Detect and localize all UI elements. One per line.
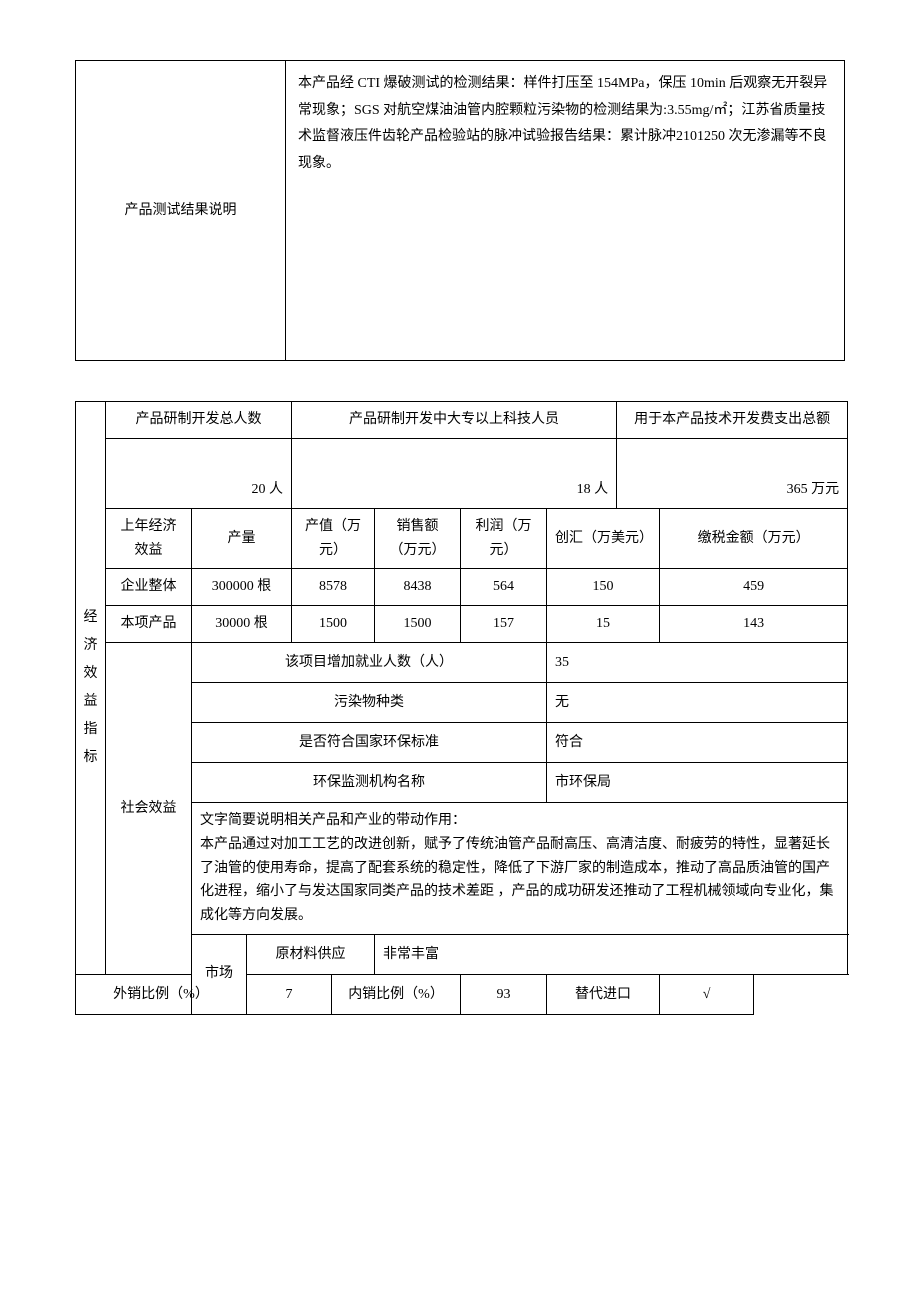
ra-c7: 459 xyxy=(660,569,848,606)
emp-val: 35 xyxy=(547,642,848,682)
eh-c2: 产量 xyxy=(192,508,292,569)
mat-label: 原材料供应 xyxy=(247,934,375,974)
org-label: 环保监测机构名称 xyxy=(192,762,547,802)
mat-val: 非常丰富 xyxy=(375,934,848,974)
econ-vlabel-text: 经济效益指标 xyxy=(84,610,98,765)
eh-c1: 上年经济效益 xyxy=(106,508,192,569)
rb-c3: 1500 xyxy=(292,606,375,643)
rb-c2: 30000 根 xyxy=(192,606,292,643)
h2: 产品研制开发中大专以上科技人员 xyxy=(292,402,617,439)
emp-label: 该项目增加就业人数（人） xyxy=(192,642,547,682)
org-val: 市环保局 xyxy=(547,762,848,802)
exp-val: 7 xyxy=(247,974,332,1014)
indicator-table: 经济效益指标 产品研制开发总人数 产品研制开发中大专以上科技人员 用于本产品技术… xyxy=(75,401,848,1015)
ra-c3: 8578 xyxy=(292,569,375,606)
social-label: 社会效益 xyxy=(106,642,192,974)
table-row: 本项产品 30000 根 1500 1500 157 15 143 xyxy=(76,606,848,643)
h3: 用于本产品技术开发费支出总额 xyxy=(617,402,848,439)
table-row: 企业整体 300000 根 8578 8438 564 150 459 xyxy=(76,569,848,606)
ra-c6: 150 xyxy=(547,569,660,606)
market-vlabel-text: 市场 xyxy=(205,966,233,981)
env-label: 是否符合国家环保标准 xyxy=(192,722,547,762)
test-result-value: 本产品经 CTI 爆破测试的检测结果：样件打压至 154MPa，保压 10min… xyxy=(286,61,845,361)
eh-c5: 利润（万元） xyxy=(461,508,547,569)
ra-c1: 企业整体 xyxy=(106,569,192,606)
imp-label: 内销比例（%） xyxy=(332,974,461,1014)
v1: 20 人 xyxy=(106,438,292,508)
rep-label: 替代进口 xyxy=(547,974,660,1014)
h1: 产品研制开发总人数 xyxy=(106,402,292,439)
rb-c1: 本项产品 xyxy=(106,606,192,643)
test-result-label: 产品测试结果说明 xyxy=(76,61,286,361)
eh-c7: 缴税金额（万元） xyxy=(660,508,848,569)
ra-c2: 300000 根 xyxy=(192,569,292,606)
rb-c6: 15 xyxy=(547,606,660,643)
test-result-table: 产品测试结果说明 本产品经 CTI 爆破测试的检测结果：样件打压至 154MPa… xyxy=(75,60,845,361)
imp-val: 93 xyxy=(461,974,547,1014)
desc: 文字简要说明相关产品和产业的带动作用： 本产品通过对加工工艺的改进创新，赋予了传… xyxy=(192,802,848,934)
poll-label: 污染物种类 xyxy=(192,682,547,722)
rb-c7: 143 xyxy=(660,606,848,643)
rb-c4: 1500 xyxy=(375,606,461,643)
econ-vlabel: 经济效益指标 xyxy=(76,402,106,975)
v3: 365 万元 xyxy=(617,438,848,508)
eh-c6: 创汇（万美元） xyxy=(547,508,660,569)
rb-c5: 157 xyxy=(461,606,547,643)
ra-c5: 564 xyxy=(461,569,547,606)
eh-c4: 销售额（万元） xyxy=(375,508,461,569)
v2: 18 人 xyxy=(292,438,617,508)
rep-val: √ xyxy=(660,974,754,1014)
env-val: 符合 xyxy=(547,722,848,762)
ra-c4: 8438 xyxy=(375,569,461,606)
eh-c3: 产值（万元） xyxy=(292,508,375,569)
poll-val: 无 xyxy=(547,682,848,722)
